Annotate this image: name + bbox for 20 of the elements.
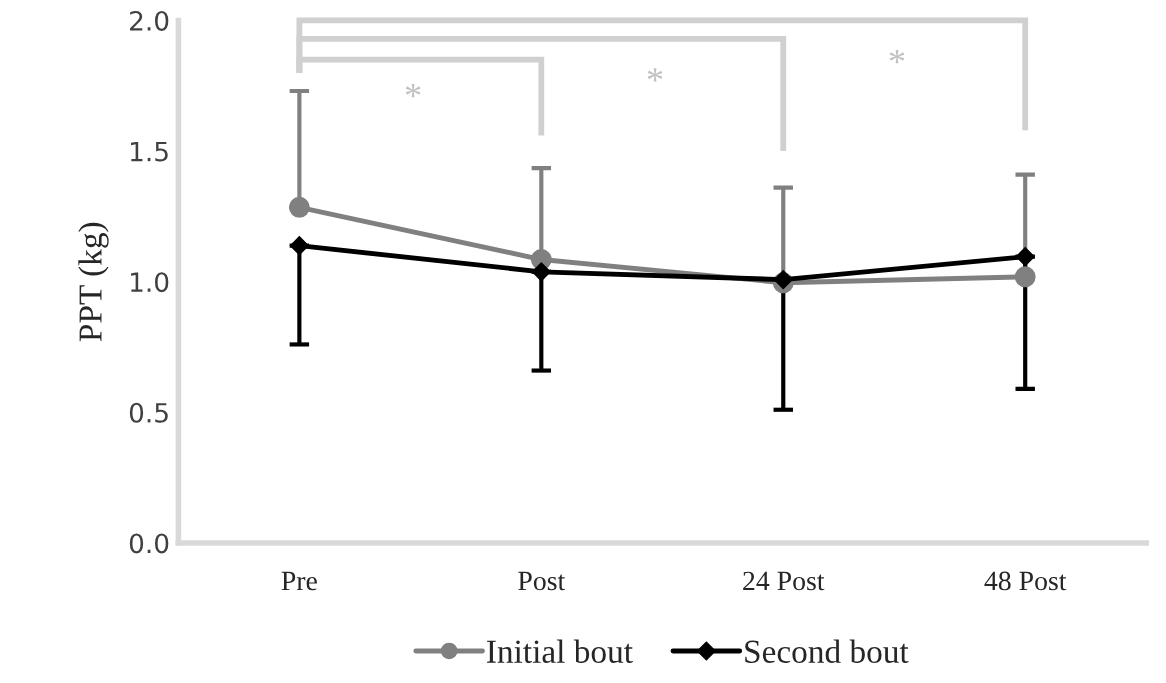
point [288, 196, 310, 218]
y-tick-label: 2.0 [130, 10, 169, 31]
y-tick-label: 0.5 [129, 402, 168, 423]
y-tick-label: 0.0 [129, 533, 169, 554]
point [531, 262, 551, 282]
y-axis-title: PPT (kg) [78, 222, 109, 342]
point [289, 236, 309, 256]
legend-label: Second bout [745, 639, 909, 663]
x-tick-label: Post [518, 571, 566, 591]
point [1014, 266, 1036, 288]
x-tick-label: 24 Post [743, 571, 825, 591]
annotation: * [405, 83, 421, 98]
y-tick-label: 1.5 [131, 141, 168, 162]
annotation: * [647, 68, 663, 82]
annotation: * [889, 49, 905, 64]
x-tick-label: Pre [281, 571, 317, 591]
point [1015, 247, 1035, 267]
x-tick-label: 48 Post [984, 571, 1067, 591]
legend-label: Initial bout [487, 639, 633, 663]
y-tick-label: 1.0 [131, 272, 169, 293]
